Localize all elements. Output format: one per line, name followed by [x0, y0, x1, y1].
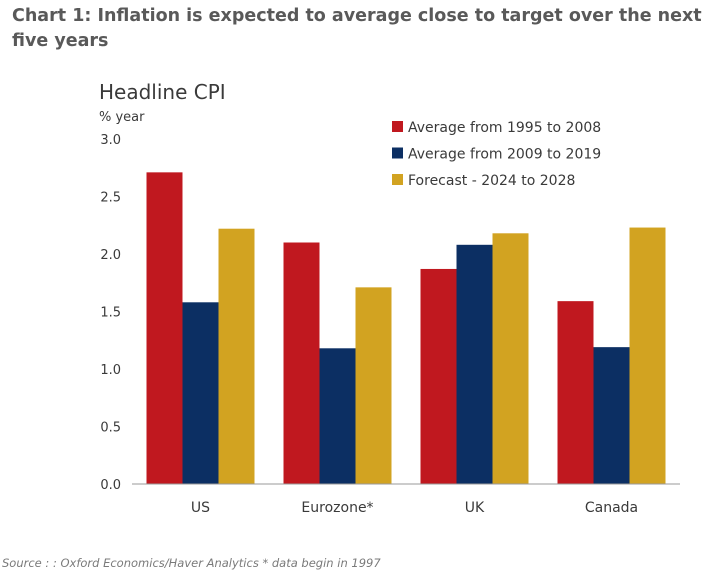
bar	[355, 287, 392, 484]
x-tick-label: UK	[465, 500, 485, 516]
bar	[182, 302, 219, 484]
x-tick-label: US	[191, 500, 210, 516]
y-tick-label: 3.0	[100, 133, 121, 148]
legend-label: Forecast - 2024 to 2028	[408, 173, 575, 189]
bar	[319, 348, 356, 484]
y-axis-ticks: 3.0 2.5 2.0 1.5 1.0 0.5 0.0	[100, 133, 121, 493]
source-note: Source : : Oxford Economics/Haver Analyt…	[2, 556, 381, 570]
y-tick-label: 1.5	[100, 306, 121, 321]
legend-swatch	[392, 147, 403, 159]
legend-label: Average from 1995 to 2008	[408, 120, 601, 136]
bar	[629, 227, 666, 485]
x-axis-labels: US Eurozone* UK Canada	[191, 500, 638, 516]
chart-title: Headline CPI	[99, 80, 226, 104]
bar	[218, 228, 255, 484]
y-tick-label: 2.5	[100, 191, 121, 206]
y-tick-label: 1.0	[100, 363, 121, 378]
legend: Average from 1995 to 2008 Average from 20…	[392, 120, 601, 189]
legend-swatch	[392, 174, 403, 185]
bar	[283, 242, 320, 484]
source-prefix: Source :	[2, 556, 53, 570]
page-title: Chart 1: Inflation is expected to averag…	[12, 6, 702, 51]
bar	[456, 244, 493, 484]
y-tick-label: 0.5	[100, 421, 121, 436]
bar	[492, 233, 529, 484]
legend-swatch	[392, 121, 403, 132]
x-tick-label: Canada	[585, 500, 638, 516]
bars	[146, 172, 666, 485]
source-text: : Oxford Economics/Haver Analytics * dat…	[52, 556, 381, 570]
y-tick-label: 0.0	[100, 478, 121, 493]
legend-label: Average from 2009 to 2019	[408, 147, 601, 163]
bar	[146, 172, 183, 484]
bar	[593, 347, 630, 484]
y-tick-label: 2.0	[100, 248, 121, 263]
x-tick-label: Eurozone*	[301, 500, 373, 516]
bar	[420, 268, 457, 484]
bar	[557, 301, 594, 484]
y-axis-label: % year	[99, 110, 145, 125]
